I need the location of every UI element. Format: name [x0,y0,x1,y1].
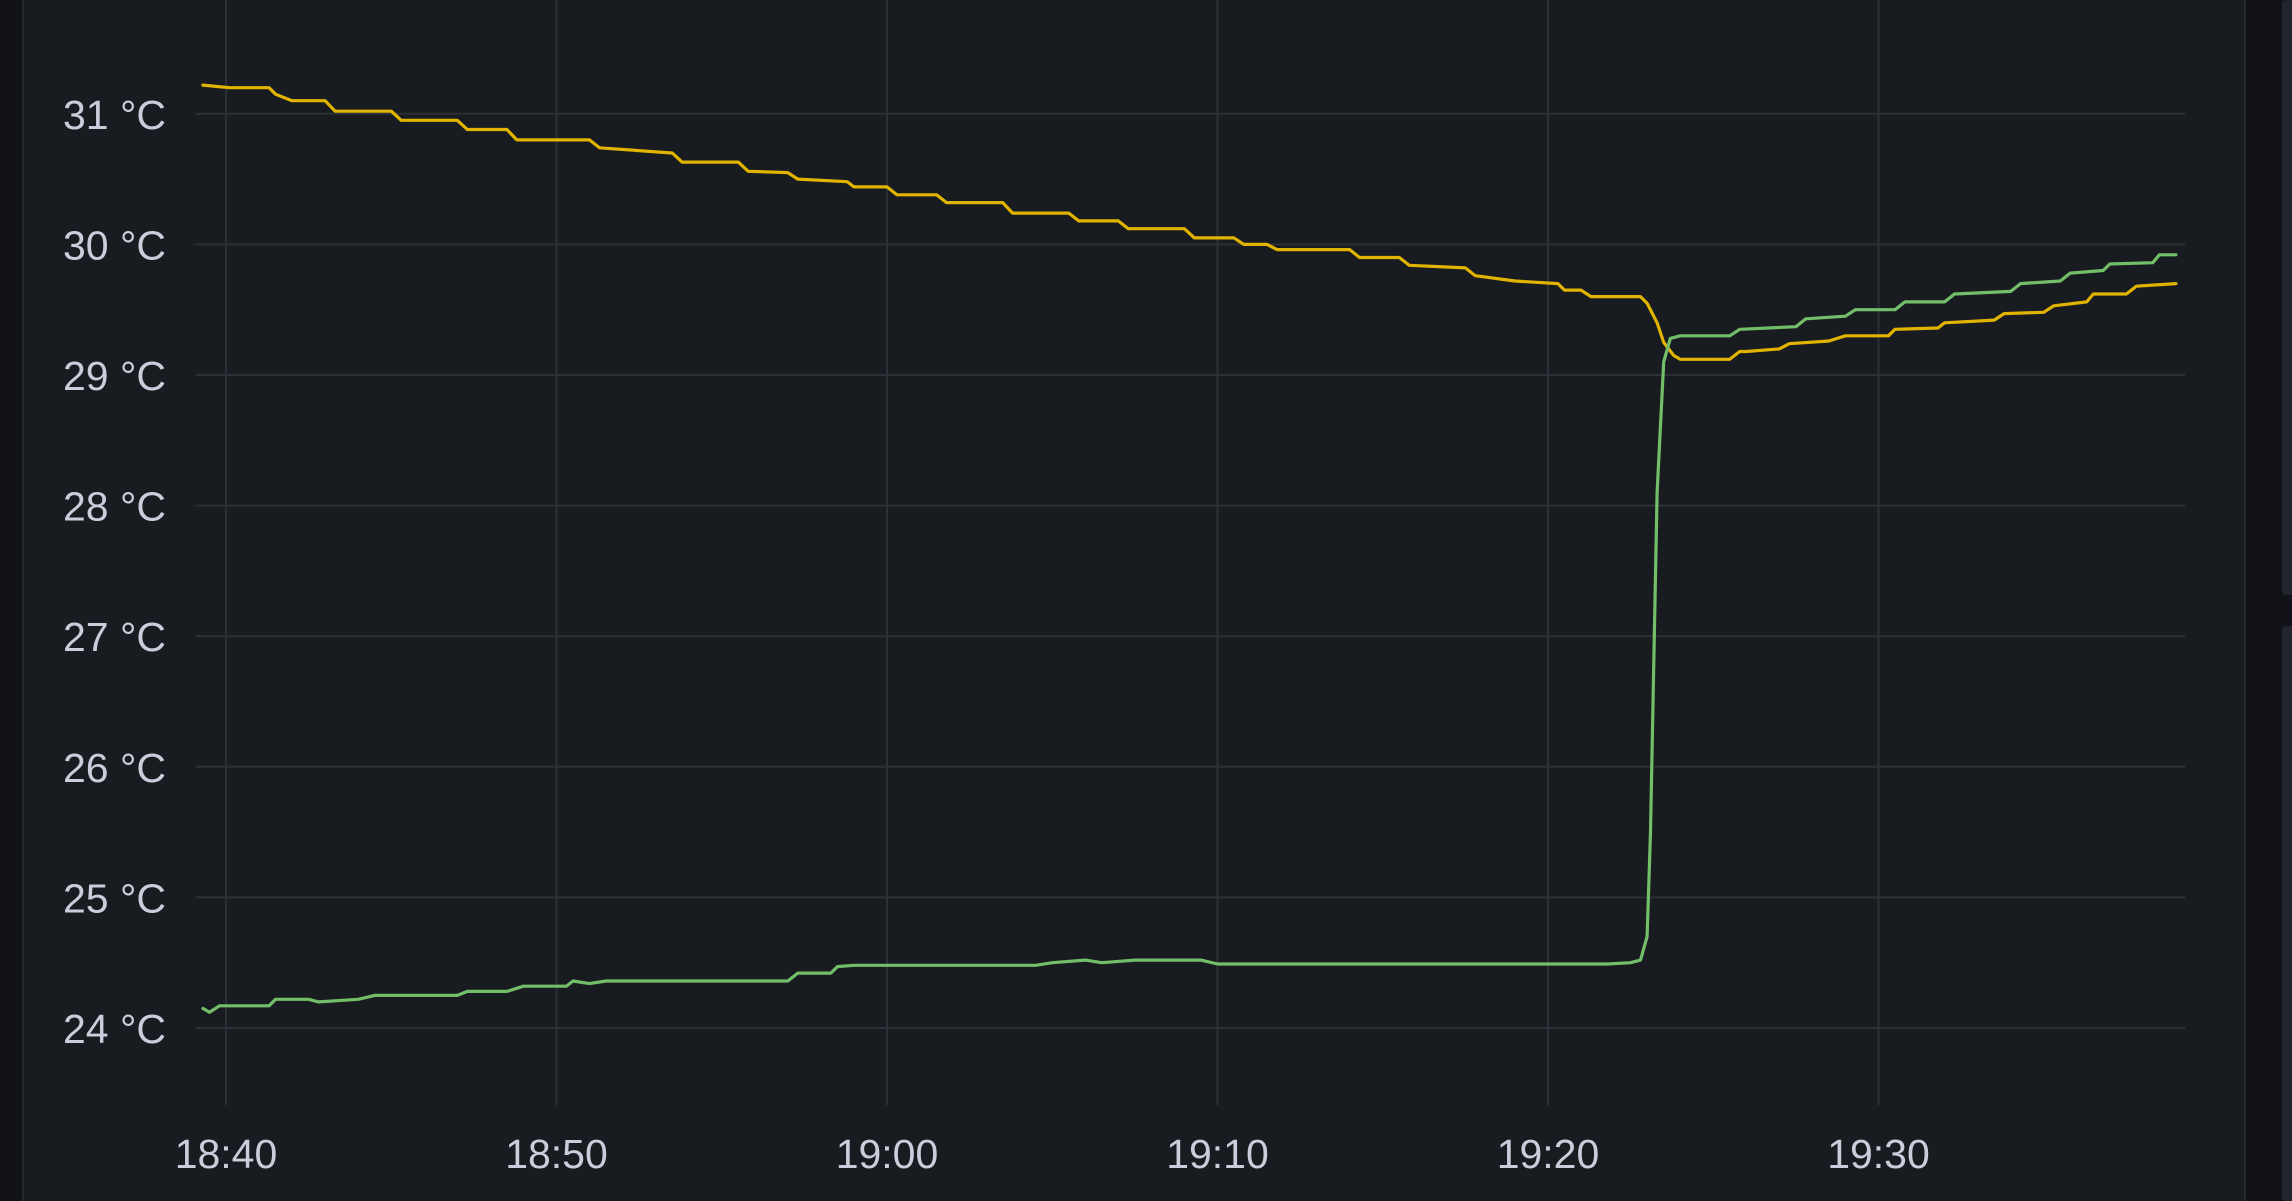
grid [196,0,2185,1105]
x-tick-label: 19:10 [1166,1131,1269,1177]
x-tick-label: 19:20 [1497,1131,1600,1177]
chart-panel [22,0,2246,1201]
series-line-2 [201,253,2178,1014]
y-tick-label: 24 °C [63,1006,166,1052]
y-tick-label: 28 °C [63,484,166,530]
y-tick-label: 25 °C [63,875,166,921]
x-tick-label: 19:30 [1827,1131,1930,1177]
y-tick-label: 30 °C [63,222,166,268]
panel-resize-handle[interactable] [2282,0,2292,595]
y-axis: 24 °C 25 °C 26 °C 27 °C 28 °C 29 °C 30 °C 31 °C [63,92,166,1052]
x-tick-label: 18:50 [505,1131,608,1177]
x-tick-label: 18:40 [175,1131,278,1177]
x-tick-label: 19:00 [836,1131,939,1177]
y-tick-label: 29 °C [63,353,166,399]
series-layer [201,83,2178,1014]
series-line-1 [201,83,2178,361]
x-axis: 18:40 18:50 19:00 19:10 19:20 19:30 [175,1131,1930,1177]
y-tick-label: 27 °C [63,614,166,660]
y-tick-label: 31 °C [63,92,166,138]
panel-resize-handle[interactable] [2282,626,2292,1201]
y-tick-label: 26 °C [63,745,166,791]
